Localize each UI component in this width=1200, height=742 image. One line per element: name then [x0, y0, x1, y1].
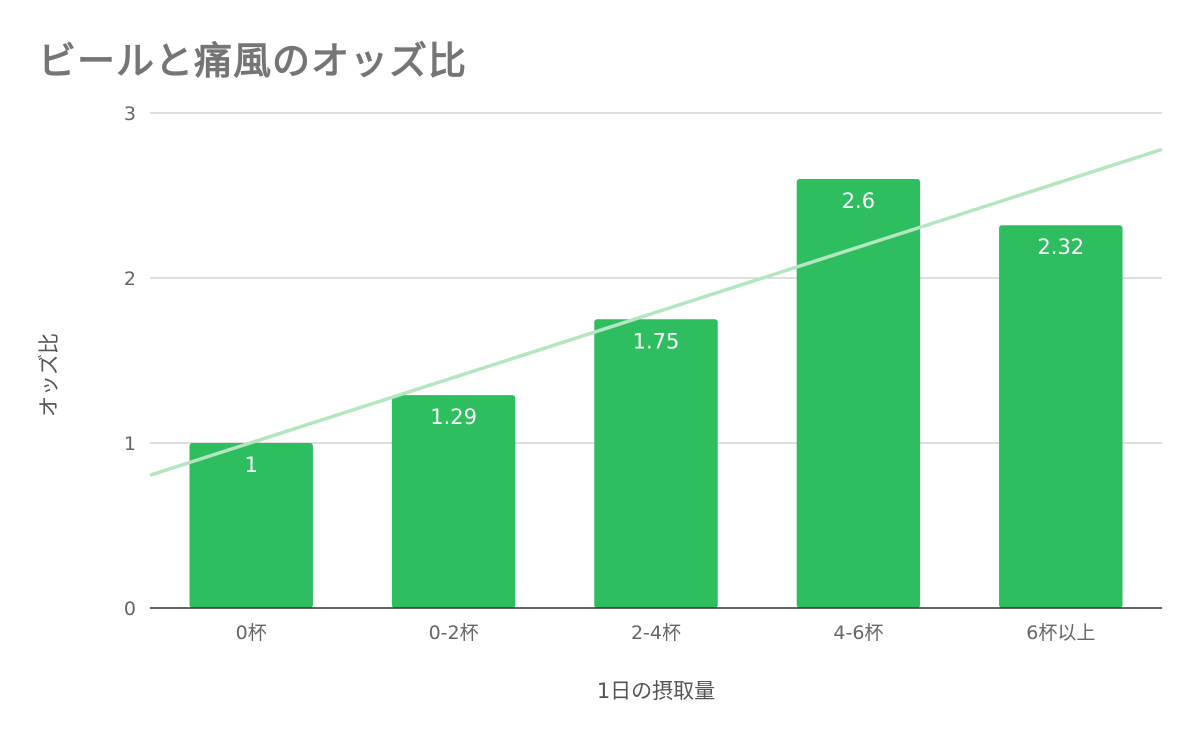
- y-tick-label: 1: [124, 433, 136, 455]
- bar: [796, 179, 921, 608]
- bars: [189, 179, 1123, 608]
- bar: [594, 319, 718, 608]
- chart-title: ビールと痛風のオッズ比: [38, 39, 468, 83]
- bar: [999, 225, 1123, 608]
- trendline: [149, 147, 1163, 477]
- x-tick-label: 0杯: [236, 622, 267, 644]
- data-labels: 1 1.29 1.75 2.6 2.32: [245, 189, 1085, 477]
- trendline-layer: [149, 147, 1163, 477]
- x-tick-label: 2-4杯: [631, 622, 681, 644]
- data-label: 1.29: [430, 405, 477, 429]
- data-label: 1.75: [633, 329, 680, 353]
- data-label: 2.32: [1037, 235, 1084, 259]
- y-axis-title: オッズ比: [37, 333, 61, 417]
- x-tick-label: 4-6杯: [833, 622, 883, 644]
- x-tick-label: 6杯以上: [1026, 622, 1095, 644]
- y-tick-label: 0: [124, 598, 136, 620]
- y-tick-label: 3: [124, 103, 136, 125]
- y-tick-label: 2: [124, 268, 136, 290]
- x-axis-title: 1日の摂取量: [597, 679, 715, 703]
- bar: [391, 395, 516, 608]
- axes: 0 1 2 3 0杯 0-2杯 2-4杯 4-6杯 6杯以上: [124, 103, 1162, 644]
- data-label: 1: [245, 453, 258, 477]
- bar: [189, 443, 313, 608]
- data-label: 2.6: [842, 189, 875, 213]
- x-tick-label: 0-2杯: [429, 622, 479, 644]
